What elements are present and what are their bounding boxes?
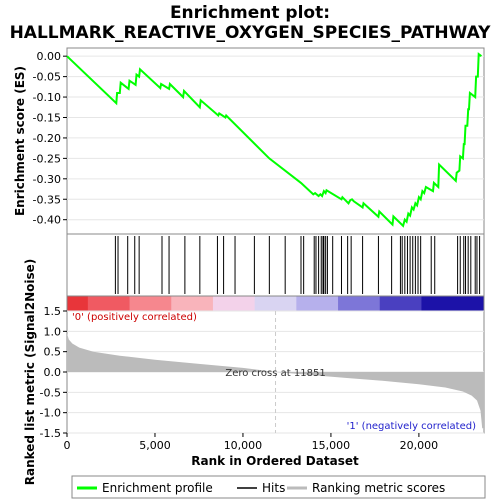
metric-y-ticks: 1.5 1.0 0.5 0.0 -0.5 -1.0 -1.5 <box>40 305 67 440</box>
heatmap-segment <box>379 296 422 311</box>
es-y-tick-label: -0.15 <box>33 111 61 124</box>
legend-box <box>71 475 486 499</box>
es-y-tick-label: -0.30 <box>33 173 61 186</box>
negative-label: '1' (negatively correlated) <box>347 421 476 432</box>
legend-label-hits: Hits <box>262 481 285 495</box>
es-y-tick-label: -0.10 <box>33 91 61 104</box>
metric-y-tick-label: -0.5 <box>40 386 61 399</box>
x-tick-label: 0 <box>64 439 71 452</box>
metric-y-axis-title: Ranked list metric (Signal2Noise) <box>23 259 37 486</box>
heatmap-segment <box>171 296 214 311</box>
heatmap-segment <box>129 296 172 311</box>
x-tick-label: 10,000 <box>224 439 263 452</box>
hits-panel <box>66 233 485 297</box>
es-y-tick-label: -0.25 <box>33 152 61 165</box>
chart-title: Enrichment plot: <box>170 3 330 23</box>
positive-label: '0' (positively correlated) <box>72 312 197 323</box>
zero-cross-label: Zero cross at 11851 <box>225 368 325 379</box>
heatmap-segment <box>254 296 297 311</box>
heatmap-segment <box>296 296 339 311</box>
x-tick-label: 15,000 <box>312 439 351 452</box>
heatmap-segment <box>212 296 256 311</box>
metric-y-tick-label: -1.0 <box>40 407 61 420</box>
es-y-tick-label: -0.05 <box>33 71 61 84</box>
x-tick-label: 5,000 <box>139 439 171 452</box>
hit-marks <box>114 236 481 294</box>
legend-label-metric: Ranking metric scores <box>312 481 445 495</box>
chart-subtitle: HALLMARK_REACTIVE_OXYGEN_SPECIES_PATHWAY <box>10 23 492 43</box>
heatmap-segment <box>338 296 381 311</box>
metric-y-tick-label: 0.0 <box>44 366 62 379</box>
heatmap-segment <box>67 296 89 311</box>
metric-x-ticks: 0 5,000 10,000 15,000 20,000 <box>64 433 439 452</box>
metric-y-tick-label: -1.5 <box>40 427 61 440</box>
es-y-tick-label: 0.00 <box>37 50 62 63</box>
x-tick-label: 20,000 <box>400 439 439 452</box>
es-panel <box>66 47 485 235</box>
es-y-tick-label: -0.20 <box>33 132 61 145</box>
es-y-axis-title: Enrichment score (ES) <box>13 66 27 216</box>
ranking-heatmap-bar <box>67 296 485 311</box>
heatmap-segment <box>87 296 131 311</box>
enrichment-profile-line <box>66 52 483 228</box>
x-axis-title: Rank in Ordered Dataset <box>191 454 359 468</box>
es-y-tick-label: -0.40 <box>33 214 61 227</box>
legend-label-enrichment: Enrichment profile <box>102 481 213 495</box>
es-y-tick-label: -0.35 <box>33 193 61 206</box>
heatmap-segment <box>421 296 485 311</box>
metric-y-tick-label: 1.5 <box>44 305 62 318</box>
metric-y-tick-label: 0.5 <box>44 346 62 359</box>
es-y-ticks: 0.00 -0.05 -0.10 -0.15 -0.20 -0.25 -0.30 -0.35 -… <box>33 50 67 227</box>
metric-y-tick-label: 1.0 <box>44 325 62 338</box>
ranking-metric-area <box>67 333 484 429</box>
